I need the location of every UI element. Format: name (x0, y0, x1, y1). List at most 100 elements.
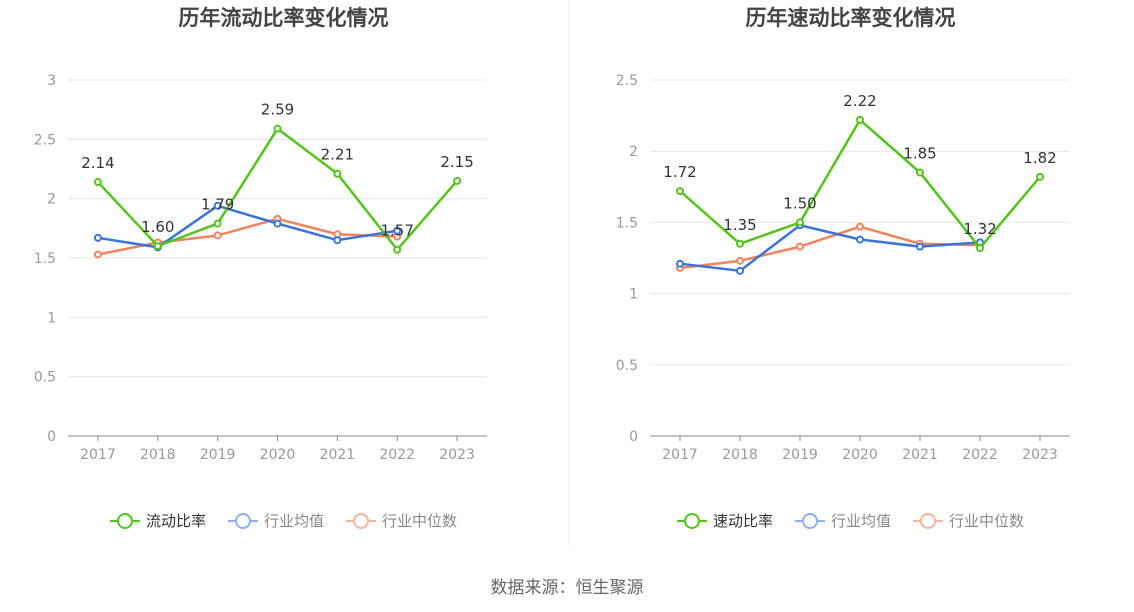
x-tick-label: 2019 (782, 447, 818, 463)
data-point (393, 245, 402, 254)
y-tick-label: 1 (47, 310, 56, 326)
legend-item-industry-mean[interactable]: 行业均值 (794, 510, 891, 531)
data-point (213, 231, 222, 240)
data-point (796, 218, 804, 227)
x-tick-label: 2019 (200, 447, 236, 463)
data-point (453, 176, 462, 185)
data-label: 1.50 (783, 194, 816, 212)
data-source: 数据来源：恒生聚源 (490, 578, 644, 598)
panel-divider (568, 0, 569, 545)
legend-item-industry-median[interactable]: 行业中位数 (346, 510, 457, 531)
legend-label: 行业中位数 (382, 512, 458, 530)
data-point (213, 201, 222, 210)
y-tick-label: 0.5 (34, 370, 56, 386)
data-point (153, 242, 162, 251)
current-ratio-plot: 0 0.5 1 1.5 2 2.5 3 2017 2018 2019 2020 2021 2022 202… (34, 73, 487, 463)
y-tick-label: 2 (47, 192, 56, 208)
x-tick-label: 2017 (662, 447, 698, 463)
data-point (796, 242, 804, 251)
x-tick-label: 2018 (722, 447, 758, 463)
data-point (333, 236, 342, 245)
current-ratio-chart: 历年流动比率变化情况 0 0.5 1 1.5 2 2.5 3 2017 2018 2019 2020… (0, 0, 567, 560)
y-tick-label: 0.5 (616, 358, 638, 374)
quick-ratio-plot: 0 0.5 1 1.5 2 2.5 2017 2018 2019 2020 2021 2022 2023… (616, 73, 1070, 463)
series-line (679, 223, 981, 273)
data-point (93, 250, 102, 259)
x-tick-label: 2021 (902, 447, 938, 463)
legend-series-2-icon (346, 512, 376, 529)
x-tick-label: 2023 (1022, 447, 1058, 463)
legend-series-2-icon (913, 512, 943, 529)
x-tick-label: 2020 (842, 447, 878, 463)
data-label: 1.35 (723, 216, 756, 234)
y-tick-label: 0 (629, 429, 638, 445)
data-label: 2.15 (440, 153, 473, 171)
data-point (736, 266, 744, 275)
data-label: 1.82 (1023, 149, 1056, 167)
data-point (1036, 172, 1044, 181)
legend-label: 行业中位数 (949, 512, 1025, 530)
x-tick-label: 2017 (80, 447, 116, 463)
y-tick-label: 3 (47, 73, 56, 89)
data-point (736, 239, 744, 248)
data-point (676, 187, 684, 196)
data-point (976, 244, 984, 253)
data-point (273, 219, 282, 228)
data-point (273, 124, 282, 133)
legend-item-current-ratio[interactable]: 流动比率 (109, 510, 206, 531)
data-label: 2.14 (81, 154, 114, 172)
y-tick-label: 1 (629, 287, 638, 303)
data-label: 1.79 (201, 196, 234, 214)
data-label: 2.59 (261, 101, 294, 119)
legend-series-0-icon (109, 512, 140, 529)
legend-item-industry-median[interactable]: 行业中位数 (913, 510, 1024, 531)
series-line (97, 204, 398, 249)
data-point (856, 222, 864, 231)
y-tick-label: 1.5 (34, 251, 56, 267)
legend-label: 速动比率 (712, 512, 773, 530)
legend-label: 流动比率 (145, 512, 206, 530)
x-tick-label: 2021 (320, 447, 356, 463)
data-point (93, 233, 102, 242)
data-point (676, 259, 684, 268)
data-point (213, 219, 222, 228)
data-point (916, 168, 924, 177)
legend-label: 行业均值 (263, 512, 324, 530)
legend: 速动比率 行业均值 行业中位数 (567, 510, 1134, 531)
quick-ratio-chart: 历年速动比率变化情况 0 0.5 1 1.5 2 2.5 2017 2018 2019 2020 2… (567, 0, 1134, 560)
data-label: 1.72 (663, 163, 696, 181)
x-tick-label: 2020 (260, 447, 296, 463)
legend-label: 行业均值 (830, 512, 891, 530)
x-tick-label: 2018 (140, 447, 176, 463)
data-label: 2.22 (843, 92, 876, 110)
data-label: 1.32 (963, 220, 996, 238)
data-point (93, 178, 102, 187)
data-point (856, 115, 864, 124)
y-tick-label: 2.5 (616, 73, 638, 89)
data-label: 2.21 (321, 146, 354, 164)
chart-title: 历年流动比率变化情况 (178, 6, 389, 30)
series-line (679, 225, 981, 270)
chart-title: 历年速动比率变化情况 (745, 6, 956, 30)
x-tick-label: 2023 (439, 447, 475, 463)
data-point (393, 226, 402, 235)
legend-series-1-icon (227, 512, 258, 529)
data-point (916, 242, 924, 251)
legend: 流动比率 行业均值 行业中位数 (0, 510, 567, 531)
x-tick-label: 2022 (379, 447, 415, 463)
legend-series-1-icon (794, 512, 825, 529)
data-label: 1.85 (903, 145, 936, 163)
legend-item-industry-mean[interactable]: 行业均值 (227, 510, 324, 531)
x-tick-label: 2022 (962, 447, 998, 463)
y-tick-label: 2 (629, 144, 638, 160)
data-point (736, 256, 744, 265)
data-label: 1.60 (141, 218, 174, 236)
legend-series-0-icon (676, 512, 707, 529)
data-label: 1.57 (381, 222, 414, 240)
legend-item-quick-ratio[interactable]: 速动比率 (676, 510, 773, 531)
data-point (856, 235, 864, 244)
y-tick-label: 2.5 (34, 132, 56, 148)
y-tick-label: 1.5 (616, 215, 638, 231)
data-point (333, 169, 342, 178)
y-tick-label: 0 (47, 429, 56, 445)
